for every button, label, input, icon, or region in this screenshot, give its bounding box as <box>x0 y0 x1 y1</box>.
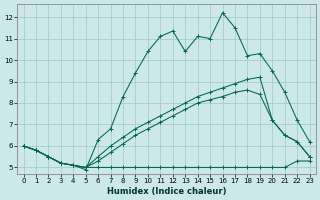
X-axis label: Humidex (Indice chaleur): Humidex (Indice chaleur) <box>107 187 226 196</box>
